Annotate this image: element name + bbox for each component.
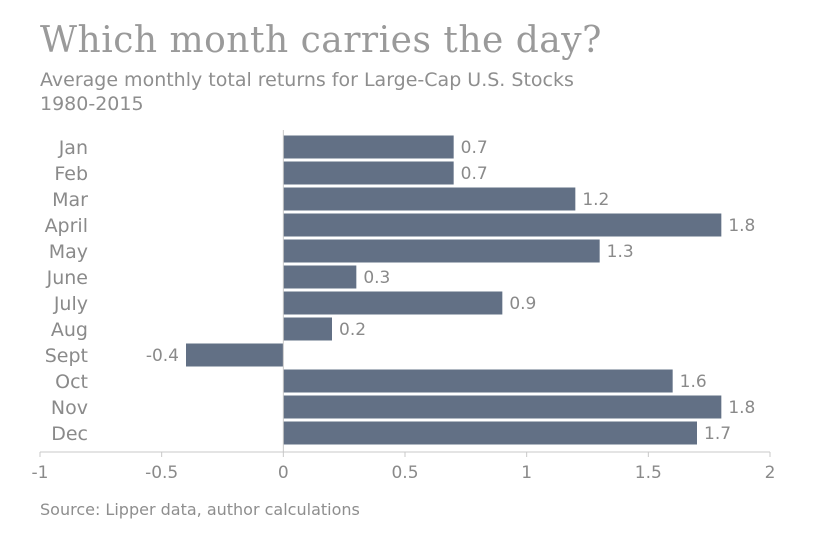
chart-subtitle-line-2: 1980-2015 [40,93,144,115]
x-tick-label: 0.5 [391,463,418,483]
value-label-mar: 1.2 [582,190,609,210]
value-label-sept: -0.4 [146,346,179,366]
bar-sept [186,343,284,367]
category-label-sept: Sept [45,345,88,367]
category-label-jan: Jan [58,137,88,159]
bar-oct [283,369,673,393]
bar-jan [283,135,454,159]
value-label-jan: 0.7 [461,138,488,158]
bar-nov [283,395,722,419]
value-label-aug: 0.2 [339,320,366,340]
category-label-aug: Aug [51,319,88,341]
value-label-april: 1.8 [728,216,755,236]
value-label-feb: 0.7 [461,164,488,184]
x-tick-label: 0 [278,463,289,483]
bar-june [283,265,357,289]
category-label-may: May [49,241,88,263]
bar-dec [283,421,697,445]
bars-group [186,135,722,445]
category-label-july: July [53,293,88,315]
category-label-oct: Oct [55,371,88,393]
value-labels-group: 0.7 0.7 1.2 1.8 1.3 0.3 0.9 0.2 -0.4 1.6 1.8 1.7 [146,138,756,444]
chart-subtitle-line-1: Average monthly total returns for Large-… [40,69,574,91]
category-label-dec: Dec [51,423,88,445]
bar-aug [283,317,332,341]
x-tick-label: -1 [32,463,49,483]
x-axis: -1 -0.5 0 0.5 1 1.5 2 [32,130,776,483]
category-labels-group: Jan Feb Mar April May June July Aug Sept Oct Nov De… [45,137,89,445]
x-tick-label: -0.5 [145,463,178,483]
value-label-june: 0.3 [363,268,390,288]
bar-mar [283,187,576,211]
value-label-dec: 1.7 [704,424,731,444]
source-note: Source: Lipper data, author calculations [40,500,360,519]
chart-subtitle: Average monthly total returns for Large-… [40,68,574,116]
chart-title: Which month carries the day? [40,20,602,61]
bar-feb [283,161,454,185]
x-tick-label: 2 [765,463,776,483]
category-label-june: June [46,267,88,289]
category-label-feb: Feb [54,163,88,185]
x-tick-label: 1 [521,463,532,483]
bar-july [283,291,503,315]
value-label-may: 1.3 [607,242,634,262]
x-tick-label: 1.5 [635,463,662,483]
value-label-july: 0.9 [509,294,536,314]
category-label-nov: Nov [51,397,88,419]
bar-april [283,213,722,237]
category-label-april: April [45,215,88,237]
value-label-nov: 1.8 [728,398,755,418]
bar-may [283,239,600,263]
category-label-mar: Mar [52,189,88,211]
value-label-oct: 1.6 [680,372,707,392]
